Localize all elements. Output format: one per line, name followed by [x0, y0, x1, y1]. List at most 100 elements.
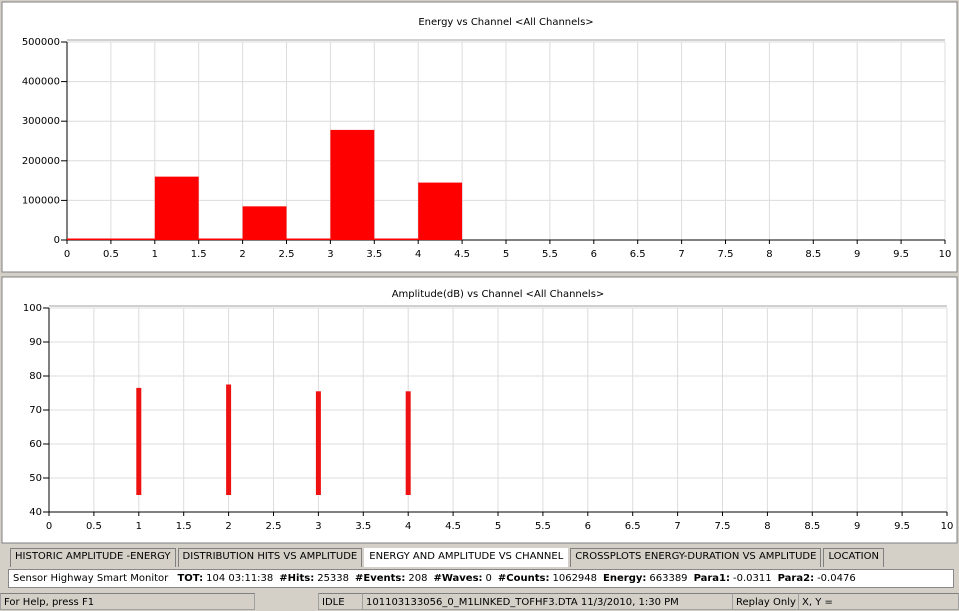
x-tick-label: 1	[136, 521, 142, 532]
x-tick-label: 2.5	[279, 249, 295, 260]
status-value: -0.0476	[817, 573, 856, 584]
tab[interactable]: ENERGY AND AMPLITUDE VS CHANNEL	[364, 548, 569, 567]
y-tick-label: 200000	[22, 156, 60, 167]
x-tick-label: 10	[941, 521, 954, 532]
x-tick-label: 6	[585, 521, 591, 532]
x-tick-label: 1.5	[191, 249, 207, 260]
bar	[154, 176, 199, 240]
status-line: Sensor Highway Smart Monitor TOT: 104 03:…	[8, 569, 954, 588]
status-value: 663389	[649, 573, 688, 584]
x-tick-label: 5.5	[542, 249, 558, 260]
bar	[67, 238, 111, 240]
status-label: #Counts:	[497, 573, 550, 584]
bar	[198, 238, 243, 240]
status-label: #Waves:	[433, 573, 483, 584]
x-tick-label: 8.5	[805, 249, 821, 260]
tab-strip: HISTORIC AMPLITUDE -ENERGY DISTRIBUTION H…	[10, 548, 886, 567]
x-tick-label: 7	[674, 521, 680, 532]
y-tick-label: 80	[29, 371, 42, 382]
status-label: TOT:	[177, 573, 204, 584]
status-label: #Hits:	[279, 573, 315, 584]
x-tick-label: 3	[315, 521, 321, 532]
charts: Energy vs Channel <All Channels> 0 0.5 1 1.5…	[1, 1, 958, 544]
x-tick-label: 9.5	[893, 249, 909, 260]
status-value: 25338	[317, 573, 350, 584]
x-tick-label: 8	[764, 521, 770, 532]
x-tick-label: 4.5	[454, 249, 470, 260]
status-value: 104 03:11:38	[206, 573, 274, 584]
x-tick-label: 3.5	[366, 249, 382, 260]
y-tick-label: 50	[29, 473, 42, 484]
x-tick-label: 8	[766, 249, 772, 260]
range-bar	[136, 387, 142, 495]
file-name: 101103133056_0_M1LINKED_TOFHF3.DTA 11/3/…	[362, 593, 733, 610]
status-label: Para2:	[777, 573, 815, 584]
x-tick-label: 4.5	[445, 521, 461, 532]
x-tick-label: 7.5	[718, 249, 734, 260]
status-value: 208	[408, 573, 428, 584]
x-tick-label: 5.5	[535, 521, 551, 532]
x-tick-label: 0	[46, 521, 52, 532]
x-tick-label: 2	[225, 521, 231, 532]
status-value: 1062948	[552, 573, 598, 584]
x-tick-label: 0.5	[103, 249, 119, 260]
x-tick-label: 3	[327, 249, 333, 260]
x-tick-label: 1.5	[176, 521, 192, 532]
y-tick-label: 100000	[22, 195, 60, 206]
x-tick-label: 6.5	[630, 249, 646, 260]
chart-title: Amplitude(dB) vs Channel <All Channels>	[392, 289, 605, 300]
y-tick-label: 70	[29, 405, 42, 416]
range-bar	[405, 391, 411, 495]
x-tick-label: 10	[939, 249, 952, 260]
x-tick-label: 0	[64, 249, 70, 260]
x-tick-label: 4	[405, 521, 411, 532]
range-bar	[226, 384, 232, 495]
mode: Replay Only	[732, 593, 799, 610]
state: IDLE	[318, 593, 363, 610]
x-tick-label: 2	[239, 249, 245, 260]
x-tick-label: 5	[503, 249, 509, 260]
bar	[242, 206, 287, 240]
bar	[286, 238, 331, 240]
x-tick-label: 5	[495, 521, 501, 532]
y-tick-label: 300000	[22, 116, 60, 127]
x-tick-label: 9	[854, 249, 860, 260]
status-value: 0	[485, 573, 492, 584]
status-label: Para1:	[693, 573, 731, 584]
tab[interactable]: DISTRIBUTION HITS VS AMPLITUDE	[177, 548, 363, 567]
y-tick-label: 100	[23, 303, 42, 314]
tab[interactable]: HISTORIC AMPLITUDE -ENERGY	[10, 548, 176, 567]
coords: X, Y =	[798, 593, 959, 610]
y-tick-label: 40	[29, 507, 42, 518]
bar	[418, 182, 463, 240]
x-tick-label: 9	[854, 521, 860, 532]
app-name: Sensor Highway Smart Monitor	[13, 573, 169, 584]
x-tick-label: 8.5	[804, 521, 820, 532]
x-tick-label: 6	[591, 249, 597, 260]
bar	[110, 238, 155, 240]
x-tick-label: 6.5	[625, 521, 641, 532]
x-tick-label: 1	[152, 249, 158, 260]
chart-title: Energy vs Channel <All Channels>	[418, 17, 593, 28]
status-bar: For Help, press F1 IDLE 101103133056_0_M…	[0, 593, 959, 610]
range-bar	[315, 391, 321, 495]
x-tick-label: 9.5	[894, 521, 910, 532]
bar	[374, 238, 419, 240]
x-tick-label: 0.5	[86, 521, 102, 532]
status-label: #Events:	[355, 573, 406, 584]
tab[interactable]: CROSSPLOTS ENERGY-DURATION VS AMPLITUDE	[570, 548, 822, 567]
x-tick-label: 7	[678, 249, 684, 260]
x-tick-label: 4	[415, 249, 421, 260]
x-tick-label: 7.5	[715, 521, 731, 532]
help-text: For Help, press F1	[0, 593, 255, 610]
status-value: -0.0311	[733, 573, 772, 584]
y-tick-label: 400000	[22, 77, 60, 88]
x-tick-label: 2.5	[266, 521, 282, 532]
y-tick-label: 90	[29, 337, 42, 348]
bar	[330, 129, 375, 240]
x-tick-label: 3.5	[355, 521, 371, 532]
y-tick-label: 0	[54, 235, 60, 246]
tab[interactable]: LOCATION	[823, 548, 884, 567]
status-label: Energy:	[603, 573, 647, 584]
